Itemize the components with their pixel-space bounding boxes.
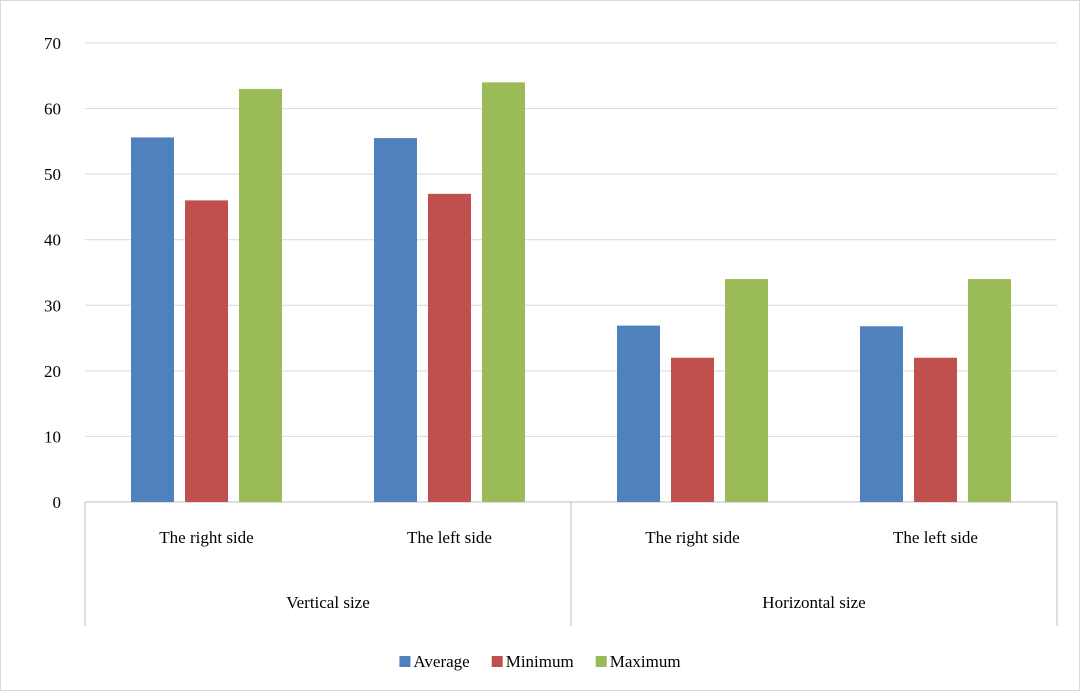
legend-label: Minimum (506, 652, 574, 671)
bars (131, 82, 1011, 503)
y-tick-label: 30 (44, 296, 61, 315)
bar-maximum (482, 82, 525, 502)
legend-item-minimum: Minimum (491, 652, 574, 671)
group-label: Vertical size (286, 593, 370, 612)
bar-minimum (428, 193, 471, 503)
bar-minimum (185, 200, 228, 502)
legend-item-maximum: Maximum (595, 652, 681, 671)
legend-swatch (595, 656, 607, 667)
bar-average (617, 325, 660, 502)
category-label: The right side (159, 528, 253, 547)
y-tick-label: 0 (53, 493, 62, 512)
category-label: The left side (893, 528, 978, 547)
bar-average (374, 138, 417, 503)
bar-maximum (239, 88, 282, 503)
legend-label: Average (413, 652, 469, 671)
y-tick-label: 70 (44, 34, 61, 53)
bar-maximum (968, 279, 1011, 502)
y-tick-label: 40 (44, 231, 61, 250)
y-tick-label: 60 (44, 100, 61, 119)
bar-minimum (671, 357, 714, 502)
legend-swatch (491, 656, 503, 667)
bar-average (860, 326, 903, 502)
category-label: The left side (407, 528, 492, 547)
bar-maximum (725, 279, 768, 502)
axes (84, 501, 1058, 626)
group-label: Horizontal size (762, 593, 865, 612)
gridlines (85, 42, 1057, 437)
legend: Average Minimum Maximum (399, 652, 681, 671)
legend-swatch (399, 656, 411, 667)
bar-minimum (914, 357, 957, 502)
bar-average (131, 137, 174, 502)
legend-item-average: Average (399, 652, 470, 671)
axis-labels: 0 10 20 30 40 50 60 70 The right side The left si… (44, 34, 978, 612)
y-tick-label: 20 (44, 362, 61, 381)
legend-label: Maximum (610, 652, 681, 671)
y-tick-label: 10 (44, 427, 61, 446)
category-label: The right side (645, 528, 739, 547)
y-tick-label: 50 (44, 165, 61, 184)
